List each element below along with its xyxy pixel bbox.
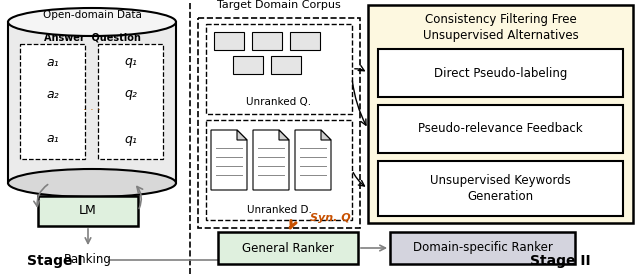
Ellipse shape	[8, 169, 176, 197]
FancyBboxPatch shape	[38, 196, 138, 226]
Ellipse shape	[8, 8, 176, 36]
FancyBboxPatch shape	[271, 56, 301, 74]
Text: Open-domain Data: Open-domain Data	[43, 10, 141, 20]
FancyBboxPatch shape	[20, 44, 85, 159]
FancyBboxPatch shape	[218, 232, 358, 264]
Text: a₂: a₂	[46, 88, 59, 101]
Text: General Ranker: General Ranker	[242, 242, 334, 255]
Text: q₁: q₁	[124, 132, 137, 145]
Text: Target Domain Corpus: Target Domain Corpus	[217, 0, 341, 10]
Text: Unranked Q.: Unranked Q.	[246, 97, 312, 107]
Text: Ranking: Ranking	[64, 253, 112, 266]
Text: Pseudo-relevance Feedback: Pseudo-relevance Feedback	[418, 122, 583, 135]
Text: a₁: a₁	[46, 132, 59, 145]
FancyBboxPatch shape	[390, 232, 575, 264]
Text: Answer  Question: Answer Question	[44, 33, 140, 43]
FancyBboxPatch shape	[378, 161, 623, 216]
Text: · · ·: · · ·	[83, 105, 101, 115]
FancyBboxPatch shape	[8, 22, 176, 183]
Polygon shape	[237, 130, 247, 140]
Polygon shape	[295, 130, 331, 190]
Text: Stage I: Stage I	[28, 254, 83, 268]
Text: Domain-specific Ranker: Domain-specific Ranker	[413, 242, 552, 255]
FancyBboxPatch shape	[368, 5, 633, 223]
Text: Consistency Filtering Free: Consistency Filtering Free	[424, 12, 577, 25]
Polygon shape	[321, 130, 331, 140]
Text: Syn. Q: Syn. Q	[310, 213, 350, 223]
FancyBboxPatch shape	[214, 32, 244, 50]
Text: Unranked D.: Unranked D.	[246, 205, 312, 215]
Text: Direct Pseudo-labeling: Direct Pseudo-labeling	[434, 66, 567, 79]
FancyBboxPatch shape	[378, 105, 623, 153]
Text: q₁: q₁	[124, 55, 137, 68]
FancyBboxPatch shape	[206, 24, 352, 114]
FancyBboxPatch shape	[290, 32, 320, 50]
FancyBboxPatch shape	[198, 18, 360, 228]
Text: LM: LM	[79, 204, 97, 217]
FancyBboxPatch shape	[98, 44, 163, 159]
Text: Stage II: Stage II	[530, 254, 590, 268]
FancyBboxPatch shape	[378, 49, 623, 97]
FancyBboxPatch shape	[233, 56, 263, 74]
Polygon shape	[211, 130, 247, 190]
FancyBboxPatch shape	[206, 120, 352, 220]
Text: a₁: a₁	[46, 55, 59, 68]
Text: q₂: q₂	[124, 88, 137, 101]
Text: Unsupervised Alternatives: Unsupervised Alternatives	[422, 29, 579, 42]
Polygon shape	[279, 130, 289, 140]
FancyBboxPatch shape	[252, 32, 282, 50]
Text: Unsupervised Keywords: Unsupervised Keywords	[430, 174, 571, 187]
Text: Generation: Generation	[467, 190, 534, 203]
Polygon shape	[253, 130, 289, 190]
